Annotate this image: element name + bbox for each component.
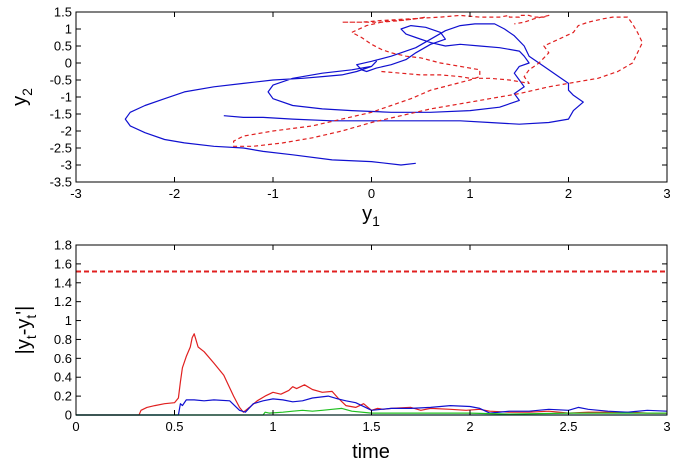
error-series-line-1 <box>76 395 668 416</box>
phase-xtick-label: -2 <box>169 186 181 201</box>
phase-ytick-label: -1.5 <box>50 107 72 122</box>
phase-series-line-0 <box>124 23 584 166</box>
error-plot-xlabel: time <box>352 441 390 463</box>
error-ytick-label: 0.6 <box>54 351 72 366</box>
error-plot-area <box>76 270 668 416</box>
error-ytick-label: 0.2 <box>54 389 72 404</box>
phase-ytick-label: 0 <box>65 56 72 71</box>
phase-ytick-label: 0.5 <box>54 39 72 54</box>
error-ytick-label: 1 <box>65 313 72 328</box>
error-series-line-0 <box>76 333 667 416</box>
phase-ytick-label: -2 <box>60 124 72 139</box>
phase-xtick-label: 1 <box>466 186 473 201</box>
error-ytick-label: 1.6 <box>54 256 72 271</box>
phase-plot-ylabel-sub: 2 <box>19 88 35 96</box>
error-xtick-label: 0 <box>72 419 79 434</box>
error-xtick-label: 3 <box>663 419 670 434</box>
error-xtick-label: 1 <box>269 419 276 434</box>
error-xtick-label: 2 <box>466 419 473 434</box>
phase-ytick-label: -3 <box>60 158 72 173</box>
error-ytick-label: 1.4 <box>54 275 72 290</box>
error-ytick-label: 1.2 <box>54 294 72 309</box>
error-ytick-label: 0.8 <box>54 332 72 347</box>
error-xtick-label: 1.5 <box>362 419 380 434</box>
phase-plot-panel: -3 -2 -1 0 1 2 3-3.5-3-2.5-2-1.5-1-0.500.511.5… <box>9 5 671 230</box>
error-ytick-label: 1.8 <box>54 238 72 253</box>
error-xtick-label: 0.5 <box>165 419 183 434</box>
phase-plot-xlabel: y1 <box>362 203 380 229</box>
phase-ytick-label: -3.5 <box>50 175 72 190</box>
phase-plot-area <box>124 14 644 166</box>
phase-ytick-label: -1 <box>60 90 72 105</box>
phase-series-line-1 <box>233 14 644 147</box>
error-ytick-label: 0.4 <box>54 370 72 385</box>
phase-xtick-label: 3 <box>663 186 670 201</box>
error-xtick-label: 2.5 <box>559 419 577 434</box>
error-ytick-label: 0 <box>65 408 72 423</box>
error-plot-ticks: 0 0.5 1 1.5 2 2.5 300.20.40.60.811.21.41.61.8 <box>54 238 671 435</box>
phase-xtick-label: 0 <box>368 186 375 201</box>
phase-xtick-label: -1 <box>267 186 279 201</box>
phase-xtick-label: -3 <box>70 186 82 201</box>
error-series-line-2 <box>76 407 667 416</box>
phase-plot-ticks: -3 -2 -1 0 1 2 3-3.5-3-2.5-2-1.5-1-0.500.511.5 <box>50 5 671 202</box>
phase-ytick-label: -2.5 <box>50 141 72 156</box>
phase-xtick-label: 2 <box>565 186 572 201</box>
phase-plot-frame <box>75 11 668 183</box>
error-plot-panel: 0 0.5 1 1.5 2 2.5 300.20.40.60.811.21.41.61.8 … <box>13 238 671 463</box>
phase-ytick-label: -0.5 <box>50 73 72 88</box>
phase-ytick-label: 1.5 <box>54 5 72 20</box>
phase-ytick-label: 1 <box>65 22 72 37</box>
phase-plot-ylabel: y2 <box>9 88 35 106</box>
phase-plot-xlabel-sub: 1 <box>372 213 380 229</box>
error-plot-ylabel: |yt-yt'| <box>13 306 39 355</box>
